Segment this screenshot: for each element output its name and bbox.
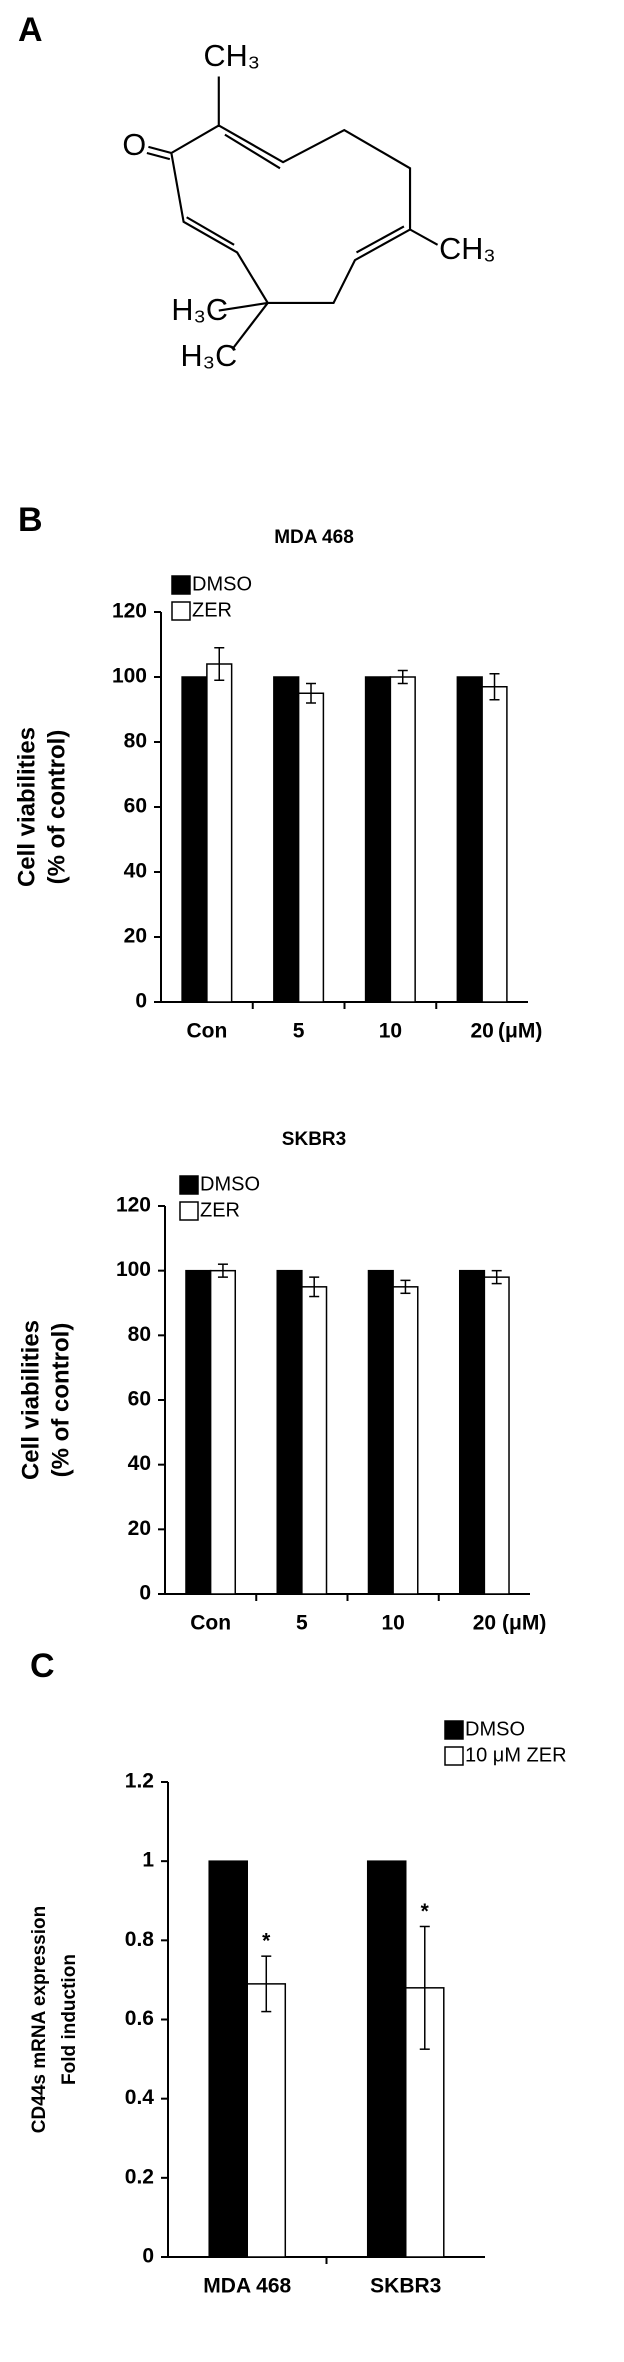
panel-label: B [18,501,43,539]
y-tick-label: 0 [139,1582,151,1605]
bar [209,1269,237,1595]
bond [224,133,281,170]
legend-swatch [171,575,191,595]
bar [364,676,392,1003]
y-axis-label: (% of control) [47,1323,74,1478]
x-tick-label: 5 [296,1612,308,1635]
legend-label: ZER [200,1199,240,1221]
legend-label: DMSO [192,573,252,595]
bar [367,1269,394,1595]
x-tick-label: Con [190,1612,231,1635]
legend-label: 10 μM ZER [465,1744,567,1766]
y-axis-label: CD44s mRNA expression [29,1906,50,2133]
legend-swatch [179,1201,199,1221]
chart-title: SKBR3 [282,1129,346,1150]
legend-label: DMSO [200,1173,260,1195]
bond [409,228,439,246]
y-tick-label: 40 [128,1452,151,1475]
x-tick-label: 20 [470,1020,493,1043]
bar [297,692,325,1003]
bond [355,225,405,254]
annotation: * [262,1930,271,1953]
y-axis-label: Cell viabilities [17,1320,44,1480]
bond [218,301,268,312]
y-tick-label: 120 [112,600,147,623]
bar [206,663,233,1003]
y-tick-label: 20 [124,925,147,948]
x-tick-label: 20 [473,1612,496,1635]
bar [366,1860,407,2258]
atom-label: H₃C [181,339,238,373]
legend-label: ZER [192,599,232,621]
bar [276,1269,303,1595]
bar [181,676,208,1003]
y-axis-label: Cell viabilities [13,727,40,887]
y-tick-label: 0 [135,990,147,1013]
atom-label: H₃C [171,293,228,327]
y-axis-label: Fold induction [59,1954,80,2085]
y-tick-label: 80 [128,1323,151,1346]
y-tick-label: 0.4 [125,2086,155,2109]
x-unit: (μM) [498,1020,542,1043]
bar [246,1983,287,2258]
y-tick-label: 0.2 [125,2165,154,2188]
chemical-structure: O CH₃ CH₃ H₃C H₃C [122,39,495,373]
y-tick-label: 1.2 [125,1770,154,1793]
bar [392,1286,419,1595]
chart-title: MDA 468 [274,527,354,548]
bar [456,676,483,1003]
bar [481,686,508,1003]
y-tick-label: 0.6 [125,2007,154,2030]
y-tick-label: 80 [124,730,147,753]
y-tick-label: 1 [142,1849,154,1872]
bar [208,1860,249,2258]
bar [301,1286,328,1595]
y-tick-label: 20 [128,1517,151,1540]
y-tick-label: 40 [124,860,147,883]
x-tick-label: 10 [379,1020,402,1043]
x-tick-label: 10 [381,1612,404,1635]
y-axis-label: (% of control) [43,730,70,885]
atom-label: CH₃ [439,232,496,266]
y-tick-label: 0 [142,2245,154,2268]
panel-label: C [30,1647,55,1685]
bar [389,676,416,1003]
ring [170,124,412,305]
x-unit: (μM) [502,1612,546,1635]
y-tick-label: 120 [116,1194,151,1217]
atom-label: O [122,128,146,162]
bond [186,216,235,246]
y-tick-label: 100 [116,1258,151,1281]
panel-label: A [18,11,43,49]
x-tick-label: Con [186,1020,227,1043]
x-tick-label: SKBR3 [370,2275,441,2298]
bond [146,151,171,161]
y-tick-label: 60 [128,1388,151,1411]
x-tick-label: MDA 468 [203,2275,291,2298]
annotation: * [421,1900,430,1923]
atom-label: CH₃ [203,39,260,73]
legend-swatch [444,1720,464,1740]
x-tick-label: 5 [293,1020,305,1043]
bar [483,1276,510,1595]
legend-swatch [179,1175,199,1195]
bond [148,145,172,155]
y-tick-label: 100 [112,665,147,688]
bar [185,1269,212,1595]
legend-swatch [171,601,191,621]
legend-swatch [444,1746,464,1766]
y-tick-label: 0.8 [125,1928,155,1951]
bar [273,676,300,1003]
bar [458,1269,486,1595]
y-tick-label: 60 [124,795,147,818]
legend-label: DMSO [465,1718,525,1740]
bond [231,302,269,350]
